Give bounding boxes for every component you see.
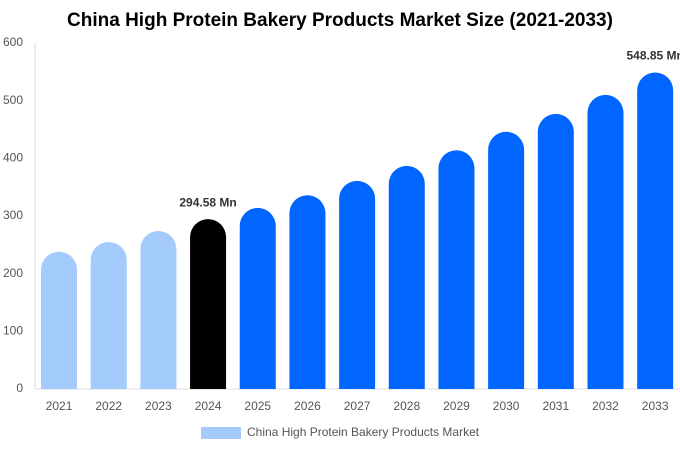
y-tick-label: 400 [3, 151, 23, 165]
bar [587, 94, 624, 389]
value-label: 294.58 Mn [179, 195, 236, 209]
bar [289, 195, 326, 389]
y-tick-label: 100 [3, 324, 23, 338]
bar [438, 150, 475, 389]
x-tick-label: 2032 [592, 399, 619, 413]
x-tick-label: 2031 [542, 399, 569, 413]
chart-title: China High Protein Bakery Products Marke… [67, 10, 613, 31]
y-tick-label: 200 [3, 266, 23, 280]
y-tick-label: 300 [3, 208, 23, 222]
value-label: 548.85 Mn [626, 49, 680, 63]
bar [637, 72, 674, 390]
x-tick-label: 2026 [294, 399, 321, 413]
bar [488, 131, 525, 390]
bar [388, 165, 425, 389]
x-tick-label: 2023 [145, 399, 172, 413]
x-tick-label: 2021 [46, 399, 73, 413]
x-tick-label: 2029 [443, 399, 470, 413]
legend-label: China High Protein Bakery Products Marke… [247, 425, 480, 439]
bar [41, 251, 78, 389]
x-tick-label: 2025 [244, 399, 271, 413]
x-tick-label: 2022 [95, 399, 122, 413]
x-tick-label: 2033 [642, 399, 669, 413]
bar [537, 113, 574, 389]
bar [339, 180, 376, 389]
x-tick-label: 2027 [344, 399, 371, 413]
bar [140, 230, 177, 389]
x-tick-label: 2030 [493, 399, 520, 413]
y-tick-label: 0 [16, 381, 23, 395]
y-tick-label: 600 [3, 35, 23, 49]
bar [190, 219, 227, 389]
y-tick-label: 500 [3, 93, 23, 107]
bar [239, 207, 276, 389]
x-tick-label: 2028 [393, 399, 420, 413]
x-tick-label: 2024 [195, 399, 222, 413]
legend-swatch [201, 427, 241, 439]
bar [90, 241, 127, 389]
